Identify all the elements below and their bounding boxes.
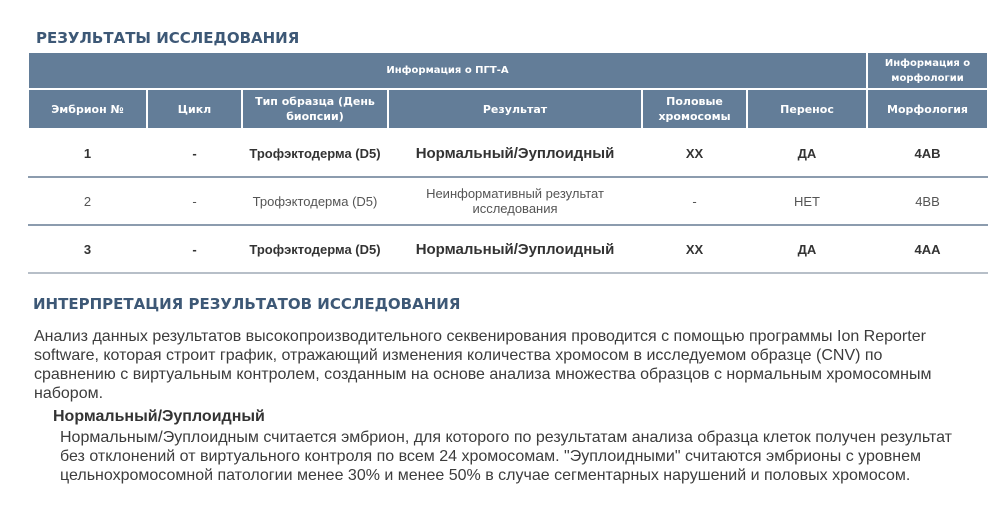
table-cell: 4BB — [867, 177, 988, 226]
table-cell: ДА — [747, 129, 867, 178]
column-header: Перенос — [746, 89, 868, 130]
section-title-interpretation: ИНТЕРПРЕТАЦИЯ РЕЗУЛЬТАТОВ ИССЛЕДОВАНИЯ — [33, 295, 461, 313]
subsection-paragraph: Нормальным/Эуплоидным считается эмбрион,… — [60, 429, 952, 484]
column-header: Результат — [387, 89, 643, 130]
table-cell: - — [147, 129, 242, 178]
group-header-morphology: Информация о морфологии — [866, 53, 989, 90]
table-cell: Трофэктодерма (D5) — [242, 225, 388, 274]
section-title-results: РЕЗУЛЬТАТЫ ИССЛЕДОВАНИЯ — [36, 29, 300, 47]
column-header: Тип образца (День биопсии) — [241, 89, 389, 130]
table-cell: Неинформативный результат исследования — [388, 177, 642, 226]
table-cell: Нормальный/Эуплоидный — [388, 225, 642, 274]
column-header: Половые хромосомы — [641, 89, 748, 130]
table-row: 1- Трофэктодерма (D5) Нормальный/Эуплоидны… — [28, 129, 988, 178]
table-cell: - — [642, 177, 747, 226]
column-header: Эмбрион № — [27, 89, 148, 130]
table-cell: 2 — [28, 177, 147, 226]
table-cell: Трофэктодерма (D5) — [242, 177, 388, 226]
table-row: 3- Трофэктодерма (D5) Нормальный/Эуплоидны… — [28, 225, 988, 274]
subsection-title: Нормальный/Эуплоидный — [53, 408, 265, 425]
table-cell: XX — [642, 225, 747, 274]
table-cell: Трофэктодерма (D5) — [242, 129, 388, 178]
table-cell: 4AB — [867, 129, 988, 178]
group-header-pgt: Информация о ПГТ-А — [27, 53, 868, 90]
table-cell: ДА — [747, 225, 867, 274]
table-cell: Нормальный/Эуплоидный — [388, 129, 642, 178]
table-cell: - — [147, 225, 242, 274]
column-header: Цикл — [146, 89, 243, 130]
table-cell: 1 — [28, 129, 147, 178]
table-cell: 3 — [28, 225, 147, 274]
table-cell: 4AA — [867, 225, 988, 274]
table-cell: НЕТ — [747, 177, 867, 226]
intro-paragraph: Анализ данных результатов высокопроизвод… — [34, 328, 932, 402]
results-table: Информация о ПГТ-А Информация о морфологи… — [27, 53, 989, 274]
column-header: Морфология — [866, 89, 989, 130]
table-row: 2- Трофэктодерма (D5) Неинформативный резу… — [28, 177, 988, 226]
table-cell: XX — [642, 129, 747, 178]
table-cell: - — [147, 177, 242, 226]
